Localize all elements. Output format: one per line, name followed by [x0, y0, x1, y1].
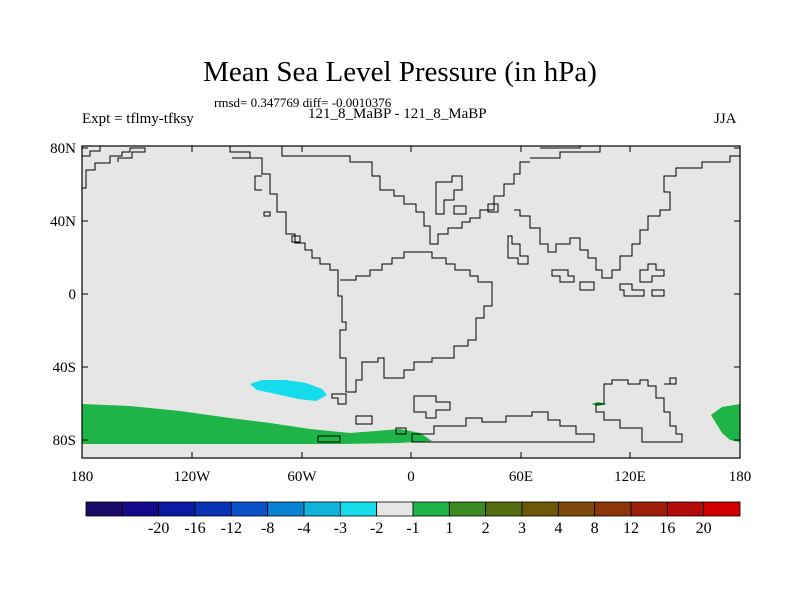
- x-tick-label: 60W: [287, 469, 317, 485]
- season-label: JJA: [714, 111, 737, 127]
- y-tick-label: 40S: [53, 360, 76, 376]
- colorbar-label: 1: [445, 520, 453, 537]
- colorbar-label: -3: [334, 520, 347, 537]
- colorbar-label: 8: [591, 520, 599, 537]
- colorbar-swatch: [158, 501, 196, 517]
- positive-anomaly-region: [711, 404, 740, 442]
- y-axis-labels: 80N 40N 0 40S 80S: [50, 141, 76, 449]
- coastlines: [81, 146, 741, 443]
- colorbar-swatch: [485, 501, 523, 517]
- colorbar-swatch: [376, 501, 414, 517]
- map-background: [82, 146, 740, 458]
- colorbar-swatch: [267, 501, 305, 517]
- colorbar-label: -12: [221, 520, 242, 537]
- colorbar-swatch: [557, 501, 596, 517]
- colorbar-swatch: [521, 501, 559, 517]
- run-label: 121_8_MaBP - 121_8_MaBP: [308, 106, 487, 122]
- tick-marks: [82, 146, 740, 458]
- colorbar-swatch: [666, 501, 705, 517]
- colorbar-swatch: [85, 501, 123, 517]
- colorbar-label: -4: [297, 520, 310, 537]
- x-tick-label: 120E: [614, 469, 646, 485]
- positive-anomaly-region: [82, 404, 432, 444]
- x-tick-label: 120W: [174, 469, 212, 485]
- colorbar-swatch: [630, 501, 668, 517]
- x-tick-label: 60E: [509, 469, 533, 485]
- colorbar-label: -20: [148, 520, 169, 537]
- colorbar-label: 4: [554, 520, 562, 537]
- colorbar-label: -1: [406, 520, 419, 537]
- colorbar-swatch: [194, 501, 232, 517]
- colorbar-label: 2: [482, 520, 490, 537]
- colorbar-swatch: [339, 501, 378, 517]
- colorbar-label: -16: [184, 520, 205, 537]
- y-tick-label: 0: [69, 287, 77, 303]
- negative-anomaly-region: [250, 380, 327, 401]
- x-tick-label: 0: [407, 469, 415, 485]
- colorbar-label: 12: [623, 520, 639, 537]
- colorbar-swatch: [230, 501, 269, 517]
- colorbar-label: 20: [696, 520, 712, 537]
- y-tick-label: 80S: [53, 433, 76, 449]
- colorbar-label: 3: [518, 520, 526, 537]
- colorbar-swatch: [412, 501, 450, 517]
- colorbar-swatch: [121, 501, 160, 517]
- colorbar-label: 16: [659, 520, 675, 537]
- colorbar-label: -2: [370, 520, 383, 537]
- colorbar: [85, 501, 741, 517]
- y-tick-label: 80N: [50, 141, 76, 157]
- colorbar-swatch: [303, 501, 341, 517]
- colorbar-swatch: [448, 501, 487, 517]
- experiment-label: Expt = tflmy-tfksy: [82, 111, 194, 127]
- x-tick-label: 180: [71, 469, 94, 485]
- chart-title: Mean Sea Level Pressure (in hPa): [203, 56, 597, 88]
- colorbar-label: -8: [261, 520, 274, 537]
- x-tick-label: 180: [729, 469, 752, 485]
- colorbar-swatch: [594, 501, 632, 517]
- x-axis-labels: 180 120W 60W 0 60E 120E 180: [71, 469, 752, 485]
- colorbar-labels: -20 -16 -12 -8 -4 -3 -2 -1 1 2 3 4 8 12 16 20: [148, 520, 712, 537]
- y-tick-label: 40N: [50, 214, 76, 230]
- colorbar-swatch: [703, 501, 741, 517]
- stats-label: rmsd= 0.347769 diff= -0.0010376: [214, 95, 392, 110]
